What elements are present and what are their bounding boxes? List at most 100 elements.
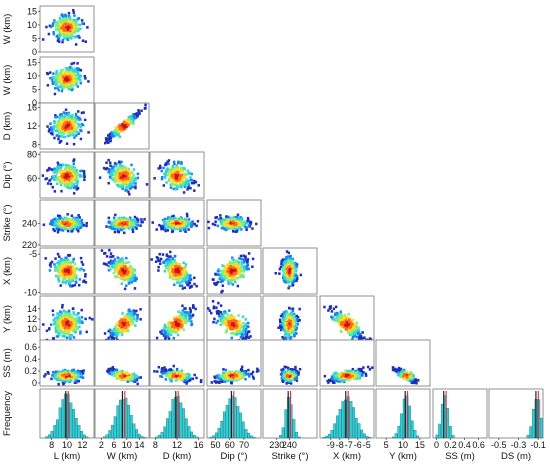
- density-mark: [64, 173, 68, 176]
- density-mark: [232, 268, 235, 272]
- density-mark: [67, 123, 71, 127]
- density-mark: [288, 258, 291, 262]
- density-mark: [66, 258, 69, 261]
- density-mark: [245, 332, 249, 336]
- density-mark: [75, 222, 79, 226]
- density-mark: [132, 181, 135, 185]
- density-mark: [83, 175, 86, 178]
- density-mark: [167, 268, 170, 272]
- density-mark: [174, 173, 177, 177]
- density-mark: [61, 334, 64, 338]
- density-mark: [235, 328, 238, 332]
- density-mark: [244, 259, 248, 262]
- density-mark: [74, 77, 78, 81]
- density-mark: [130, 312, 134, 316]
- density-mark: [285, 267, 289, 271]
- density-mark: [109, 161, 112, 165]
- density-mark: [217, 273, 220, 277]
- density-mark: [176, 281, 179, 284]
- density-mark: [174, 171, 178, 174]
- density-mark: [121, 257, 124, 260]
- density-mark: [131, 321, 135, 325]
- density-mark: [287, 286, 290, 290]
- density-mark: [236, 276, 240, 280]
- density-mark: [63, 218, 66, 222]
- density-mark: [116, 184, 119, 187]
- density-mark: [112, 216, 116, 220]
- density-mark: [64, 256, 67, 260]
- density-mark: [66, 127, 70, 131]
- density-mark: [72, 172, 75, 175]
- density-mark: [286, 277, 289, 281]
- density-mark: [126, 318, 130, 322]
- density-mark: [122, 165, 125, 169]
- density-mark: [65, 336, 69, 340]
- density-mark: [187, 283, 190, 287]
- density-mark: [208, 309, 211, 312]
- density-mark: [107, 329, 110, 333]
- density-mark: [58, 217, 61, 220]
- density-mark: [220, 276, 223, 279]
- density-mark: [291, 269, 295, 272]
- density-mark: [132, 179, 136, 183]
- density-mark: [64, 328, 67, 332]
- density-mark: [113, 180, 117, 184]
- density-mark: [127, 329, 130, 333]
- density-mark: [58, 77, 61, 81]
- density-mark: [118, 135, 122, 139]
- density-mark: [63, 227, 66, 230]
- density-mark: [72, 265, 75, 268]
- density-mark: [49, 221, 53, 225]
- density-mark: [125, 325, 128, 329]
- density-mark: [128, 117, 132, 121]
- density-mark: [241, 224, 244, 227]
- density-mark: [168, 272, 172, 276]
- density-mark: [164, 264, 167, 268]
- density-mark: [113, 131, 117, 135]
- density-mark: [183, 270, 187, 273]
- density-mark: [157, 269, 160, 272]
- density-mark: [232, 274, 235, 278]
- density-mark: [52, 178, 56, 182]
- density-mark: [238, 223, 241, 227]
- density-mark: [82, 170, 86, 173]
- density-mark: [174, 269, 177, 272]
- density-mark: [75, 281, 78, 284]
- density-mark: [187, 184, 191, 188]
- density-mark: [54, 274, 58, 278]
- density-mark: [240, 221, 243, 224]
- density-mark: [129, 311, 132, 315]
- density-mark: [57, 329, 60, 333]
- density-mark: [178, 319, 181, 322]
- density-mark: [67, 122, 71, 125]
- density-mark: [237, 266, 240, 270]
- density-mark: [244, 333, 247, 336]
- density-panel-4-5: [262, 247, 318, 295]
- density-mark: [72, 127, 76, 131]
- density-mark: [182, 277, 186, 281]
- density-mark: [246, 216, 250, 220]
- density-mark: [53, 92, 57, 96]
- density-mark: [127, 319, 131, 323]
- density-mark: [246, 260, 249, 264]
- density-mark: [72, 227, 75, 231]
- density-mark: [170, 177, 173, 181]
- density-mark: [183, 267, 186, 271]
- density-mark: [52, 127, 55, 130]
- density-mark: [170, 330, 174, 333]
- density-mark: [241, 334, 244, 337]
- density-mark: [58, 221, 62, 225]
- density-mark: [285, 250, 289, 253]
- density-mark: [128, 174, 131, 177]
- density-mark: [249, 335, 252, 338]
- density-mark: [117, 173, 120, 177]
- density-mark: [127, 261, 131, 264]
- density-mark: [235, 326, 238, 329]
- density-mark: [230, 336, 234, 340]
- density-mark: [164, 337, 167, 341]
- density-mark: [128, 268, 131, 272]
- density-mark: [59, 329, 62, 332]
- density-mark: [168, 218, 172, 221]
- density-mark: [231, 257, 235, 261]
- density-mark: [230, 262, 233, 265]
